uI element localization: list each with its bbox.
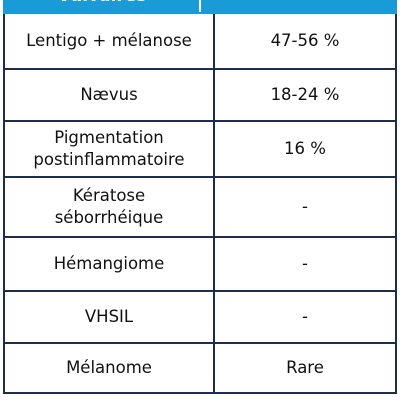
header-cell: Vulvaires bbox=[5, 0, 199, 12]
frequency-cell: Rare bbox=[213, 344, 395, 392]
lesion-cell: Lentigo + mélanose bbox=[26, 30, 192, 50]
header-cell bbox=[199, 0, 395, 12]
frequency-cell: - bbox=[213, 238, 395, 290]
frequency-cell: 18-24 % bbox=[213, 70, 395, 120]
lesion-cell: VHSIL bbox=[84, 306, 134, 326]
header-row: Vulvaires bbox=[3, 0, 397, 14]
lesion-cell: Hémangiome bbox=[53, 253, 165, 273]
table-row: Mélanome Rare bbox=[3, 344, 397, 394]
frequency-cell: 47-56 % bbox=[213, 14, 395, 68]
table-row: VHSIL - bbox=[3, 292, 397, 344]
lesion-cell: Pigmentation postinflammatoire bbox=[33, 127, 185, 169]
lesion-cell: Mélanome bbox=[66, 357, 152, 377]
table-row: Pigmentation postinflammatoire 16 % bbox=[3, 122, 397, 178]
lesion-cell: Kératose séborrhéique bbox=[54, 185, 164, 227]
frequency-cell: - bbox=[213, 178, 395, 236]
table-row: Lentigo + mélanose 47-56 % bbox=[3, 14, 397, 70]
frequency-cell: 16 % bbox=[213, 122, 395, 176]
table-row: Kératose séborrhéique - bbox=[3, 178, 397, 238]
table-row: Hémangiome - bbox=[3, 238, 397, 292]
table-row: Nævus 18-24 % bbox=[3, 70, 397, 122]
frequency-cell: - bbox=[213, 292, 395, 342]
lesion-cell: Nævus bbox=[80, 84, 138, 104]
